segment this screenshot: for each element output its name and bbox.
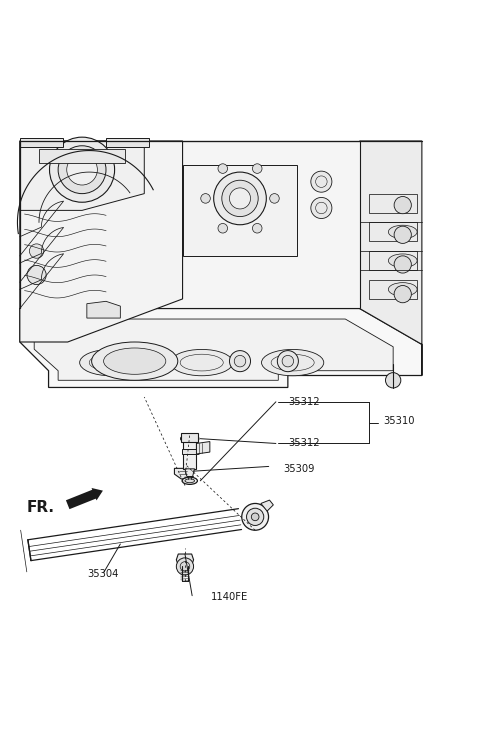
Polygon shape (20, 141, 182, 342)
Polygon shape (196, 442, 210, 454)
Polygon shape (174, 469, 191, 479)
Polygon shape (20, 141, 144, 210)
Circle shape (58, 146, 106, 194)
Circle shape (218, 164, 228, 173)
Circle shape (229, 188, 251, 209)
Text: 35304: 35304 (87, 569, 118, 579)
Ellipse shape (92, 342, 178, 380)
Circle shape (234, 355, 246, 367)
Circle shape (247, 508, 264, 526)
Bar (20, 138, 63, 146)
Ellipse shape (185, 479, 194, 483)
Polygon shape (20, 309, 422, 388)
Ellipse shape (262, 349, 324, 376)
Circle shape (394, 226, 411, 243)
Ellipse shape (388, 225, 417, 239)
Circle shape (311, 171, 332, 192)
Circle shape (311, 198, 332, 219)
Polygon shape (185, 469, 194, 476)
Circle shape (229, 351, 251, 372)
Ellipse shape (182, 477, 197, 484)
Bar (369, 280, 417, 299)
Circle shape (201, 194, 210, 204)
Circle shape (394, 256, 411, 273)
Circle shape (222, 180, 258, 216)
Circle shape (252, 164, 262, 173)
Bar (183, 438, 196, 469)
Ellipse shape (388, 254, 417, 267)
Text: FR.: FR. (27, 499, 55, 514)
Bar (106, 138, 149, 146)
Circle shape (394, 285, 411, 303)
Circle shape (394, 197, 411, 214)
Text: 35312: 35312 (288, 439, 320, 448)
Polygon shape (34, 319, 393, 380)
Circle shape (252, 513, 259, 520)
Circle shape (176, 558, 193, 575)
Polygon shape (20, 141, 360, 309)
Polygon shape (176, 554, 193, 566)
Bar (39, 149, 125, 162)
Polygon shape (360, 141, 422, 376)
Text: 35312: 35312 (288, 397, 320, 407)
Circle shape (27, 265, 46, 285)
Circle shape (242, 503, 268, 530)
Text: 35310: 35310 (384, 416, 415, 426)
Text: 1140FE: 1140FE (211, 592, 249, 602)
Bar (369, 251, 417, 270)
Ellipse shape (180, 434, 199, 443)
Circle shape (282, 355, 294, 367)
Bar (181, 433, 198, 442)
Circle shape (29, 244, 44, 258)
Bar (369, 222, 417, 242)
Polygon shape (87, 301, 120, 318)
Polygon shape (182, 165, 298, 256)
Bar (181, 449, 198, 454)
Ellipse shape (183, 436, 196, 441)
Circle shape (180, 562, 190, 572)
Text: 35309: 35309 (283, 464, 314, 474)
Circle shape (385, 372, 401, 388)
Circle shape (218, 224, 228, 233)
Circle shape (214, 172, 266, 225)
Ellipse shape (80, 349, 142, 376)
Ellipse shape (388, 282, 417, 296)
Polygon shape (261, 500, 273, 511)
Bar (369, 194, 417, 213)
Circle shape (252, 224, 262, 233)
Circle shape (270, 194, 279, 204)
Ellipse shape (104, 348, 166, 374)
Ellipse shape (170, 349, 233, 376)
Circle shape (49, 137, 115, 202)
Circle shape (277, 351, 299, 372)
FancyArrow shape (66, 488, 103, 509)
Circle shape (67, 155, 97, 185)
